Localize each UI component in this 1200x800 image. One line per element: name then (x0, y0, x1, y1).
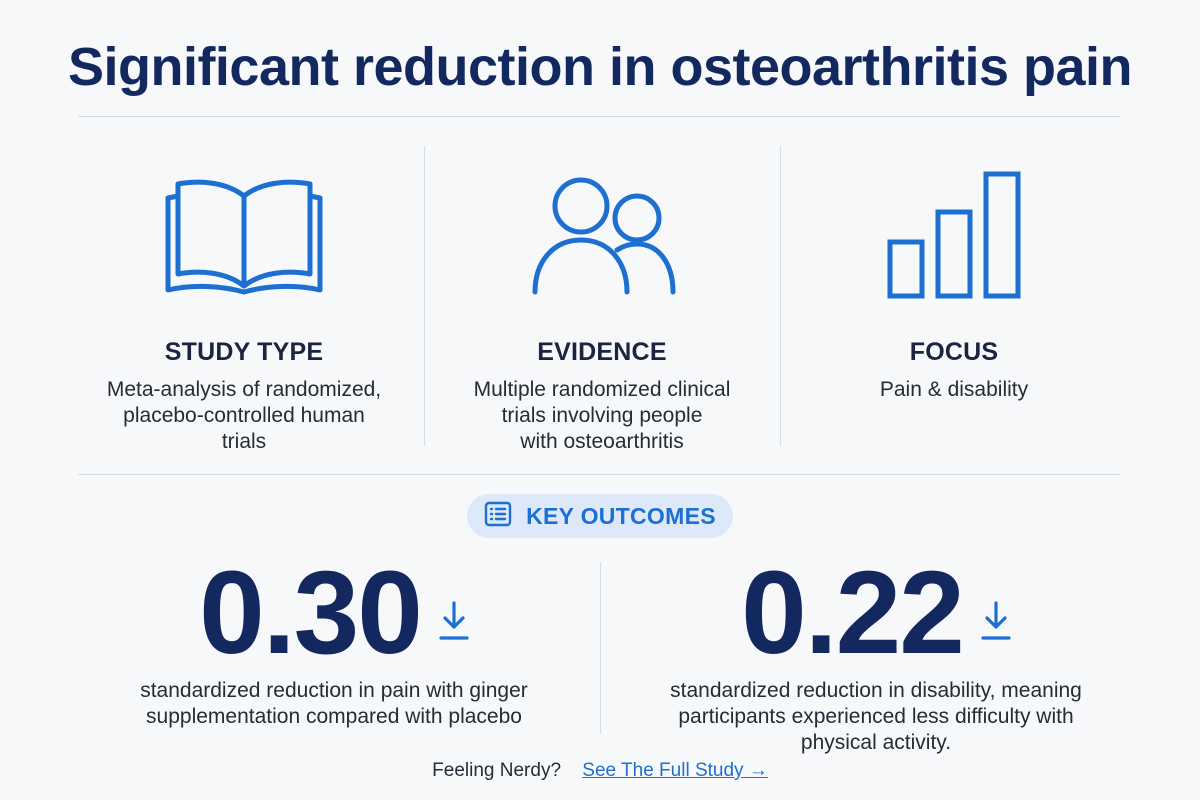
stat-divider (600, 562, 601, 734)
people-icon (452, 160, 752, 310)
open-book-icon (94, 160, 394, 310)
column-divider (780, 146, 781, 446)
study-type-label: STUDY TYPE (164, 338, 324, 366)
full-study-link[interactable]: See The Full Study → (582, 760, 768, 781)
disability-reduction-stat: 0.22 standardized reduction in disabilit… (636, 547, 1116, 756)
bar-chart-icon (804, 160, 1104, 310)
disability-reduction-description: standardized reduction in disability, me… (670, 679, 1082, 754)
evidence-description: Multiple randomized clinical trials invo… (473, 378, 731, 453)
focus-label: FOCUS (909, 338, 999, 366)
disability-reduction-value: 0.22 (741, 547, 965, 679)
evidence-label: EVIDENCE (537, 338, 667, 366)
arrow-down-icon (981, 601, 1011, 646)
study-type-description: Meta-analysis of randomized, placebo-con… (106, 378, 382, 453)
focus-card: FOCUS Pain & disability (804, 160, 1104, 403)
pain-reduction-stat: 0.30 standardized reduction in pain with… (104, 547, 564, 730)
column-divider (424, 146, 425, 446)
arrow-down-icon (439, 601, 469, 646)
middle-divider (78, 474, 1120, 475)
key-outcomes-badge: KEY OUTCOMES (467, 494, 733, 538)
pain-reduction-description: standardized reduction in pain with ging… (140, 679, 528, 728)
focus-description: Pain & disability (879, 378, 1029, 401)
footer-prompt: Feeling Nerdy? (432, 760, 562, 781)
evidence-card: EVIDENCE Multiple randomized clinical tr… (452, 160, 752, 455)
study-type-card: STUDY TYPE Meta-analysis of randomized, … (94, 160, 394, 455)
top-divider (78, 116, 1120, 117)
key-outcomes-label: KEY OUTCOMES (526, 502, 716, 529)
footer: Feeling Nerdy? See The Full Study → (0, 760, 1200, 782)
list-icon (484, 501, 512, 532)
pain-reduction-value: 0.30 (199, 547, 423, 679)
page-title: Significant reduction in osteoarthritis … (67, 37, 1133, 97)
